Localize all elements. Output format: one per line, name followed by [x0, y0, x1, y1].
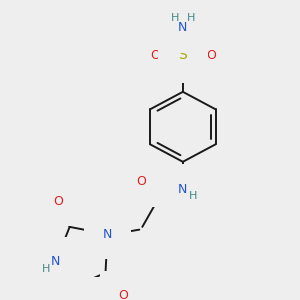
- Text: O: O: [53, 195, 63, 208]
- Text: H: H: [42, 264, 50, 274]
- Text: N: N: [178, 183, 188, 196]
- Text: H: H: [189, 191, 197, 201]
- Text: O: O: [150, 49, 160, 62]
- Text: H: H: [187, 13, 195, 23]
- Text: H: H: [171, 13, 179, 23]
- Text: N: N: [103, 228, 112, 241]
- Text: O: O: [136, 175, 146, 188]
- Text: S: S: [178, 48, 187, 62]
- Text: O: O: [118, 290, 128, 300]
- Text: N: N: [178, 21, 188, 34]
- Text: N: N: [51, 255, 60, 268]
- Text: O: O: [206, 49, 216, 62]
